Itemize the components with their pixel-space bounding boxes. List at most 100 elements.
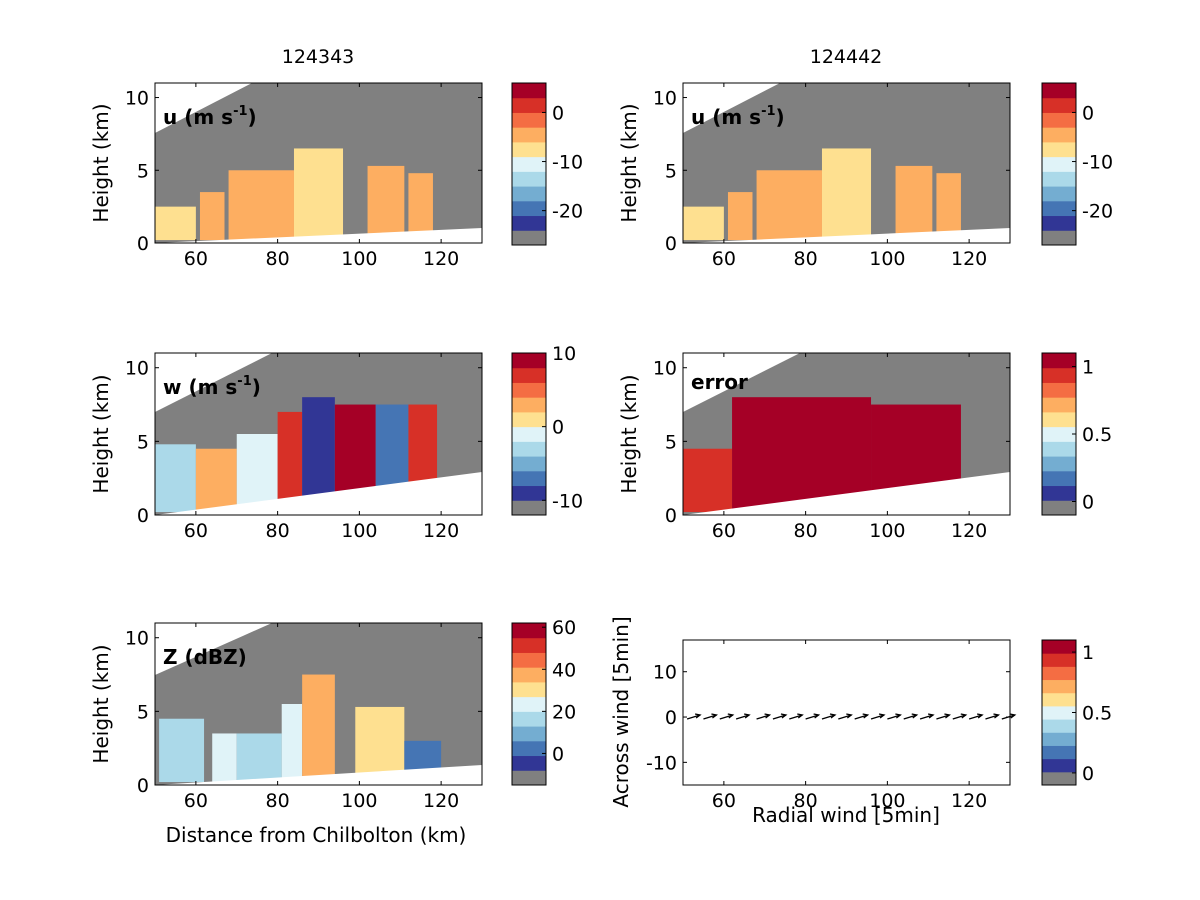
axes-frame	[154, 82, 483, 244]
echo-region	[756, 170, 822, 241]
wind-arrow-head	[764, 713, 772, 719]
echo-region	[155, 206, 196, 241]
wind-arrow	[985, 714, 999, 720]
wind-arrow-head	[927, 713, 935, 719]
colorbar-tick-label: -10	[552, 152, 583, 174]
y-ticks: 0 5 10	[125, 88, 482, 255]
colorbar-swatch	[1042, 679, 1076, 694]
echo-region	[281, 704, 303, 783]
y-tick-label: 10	[125, 88, 149, 110]
x-tick-label: 80	[794, 248, 818, 270]
colorbar-swatch	[512, 200, 546, 217]
x-tick-label: 80	[794, 790, 818, 812]
echo-region	[367, 165, 405, 241]
colorbar-swatch	[512, 141, 546, 158]
colorbar-swatch	[512, 97, 546, 113]
wind-arrow	[805, 714, 819, 720]
y-axis-label: Height (km)	[617, 103, 641, 222]
x-tick-label: 100	[341, 520, 377, 542]
colorbar-tick-label: -20	[552, 201, 583, 223]
colorbar-swatch	[1042, 97, 1076, 113]
echo-region	[936, 173, 961, 241]
x-ticks: 60 80 100 120	[712, 353, 987, 542]
label-close: )	[776, 105, 785, 129]
x-tick-label: 120	[423, 520, 459, 542]
below-ground-area	[683, 472, 1010, 515]
colorbar-tick-label: -10	[552, 490, 583, 512]
colorbar-tick-label: 0	[552, 743, 564, 765]
colorbar-tick-label: 0	[552, 417, 564, 439]
label-main: w (m s	[163, 375, 237, 399]
panel-label: u (m s-1)	[163, 104, 257, 129]
below-ground-area	[155, 228, 482, 243]
colorbar-swatch	[1042, 127, 1076, 143]
wind-arrow-head	[862, 713, 870, 719]
wind-arrow-head	[829, 713, 837, 719]
colorbar-tick-label: 0.5	[1082, 424, 1112, 446]
above-scan-area	[155, 353, 272, 412]
y-tick-label: 0	[665, 707, 677, 729]
wind-arrow	[919, 714, 934, 720]
x-tick-label: 80	[266, 790, 290, 812]
colorbar-swatch	[1042, 500, 1076, 516]
arrow-layer	[686, 713, 1017, 720]
wind-arrow	[854, 714, 868, 720]
x-tick-label: 60	[184, 520, 208, 542]
plot-area	[683, 640, 1010, 785]
colorbar-swatch	[1042, 367, 1076, 383]
wind-arrow	[719, 714, 733, 720]
colorbar-swatch	[512, 186, 546, 202]
above-scan-area	[683, 353, 800, 412]
colorbar-swatch	[512, 681, 546, 698]
axes-frame	[154, 622, 483, 786]
label-close: )	[248, 105, 257, 129]
y-tick-label: 10	[653, 88, 677, 110]
wind-arrow	[838, 714, 852, 720]
x-ticks: 60 80 100 120	[712, 83, 987, 270]
y-ticks: 0 5 10	[653, 88, 1010, 255]
colorbar-swatch	[512, 485, 546, 501]
colorbar-swatch	[1042, 230, 1076, 246]
wind-arrow-head	[711, 713, 718, 719]
axes-frame	[682, 82, 1011, 244]
below-ground-area	[155, 765, 482, 785]
echo-region	[408, 173, 433, 241]
y-tick-label: 0	[665, 505, 677, 527]
wind-arrow	[772, 714, 787, 720]
wind-arrow-head	[976, 713, 984, 719]
colorbar-swatch	[512, 397, 546, 413]
label-main: u (m s	[691, 105, 761, 129]
echo-region	[895, 165, 933, 241]
colorbar-tick-label: -10	[1082, 152, 1113, 174]
y-tick-label: 10	[125, 358, 149, 380]
colorbar-tick-label: 0	[552, 102, 564, 124]
colorbar-swatch	[512, 411, 546, 428]
echo-region	[293, 148, 344, 241]
y-tick-label: 5	[137, 431, 149, 453]
y-tick-label: 5	[665, 160, 677, 182]
wind-arrow-head	[895, 713, 902, 719]
echo-layer	[683, 148, 961, 241]
column-title-left: 124343	[282, 46, 355, 68]
colorbar-swatch	[1042, 745, 1076, 760]
y-axis-label: Across wind [5min]	[609, 616, 633, 807]
above-scan-area	[683, 83, 780, 133]
colorbar-swatch	[1042, 485, 1076, 501]
y-tick-label: 10	[653, 358, 677, 380]
colorbar-frame	[1041, 82, 1077, 246]
panel-u-left: u (m s-1) 60 80 100 120 0 5 10 Height (km) 0 -…	[89, 82, 583, 270]
x-axis-label: Distance from Chilbolton (km)	[166, 823, 467, 847]
colorbar: 0 -10 -20	[511, 82, 583, 246]
panel-label: w (m s-1)	[163, 374, 261, 399]
colorbar: 0 -10 -20	[1041, 82, 1113, 246]
colorbar-tick-label: 1	[1082, 642, 1094, 664]
y-tick-label: 10	[125, 628, 149, 650]
colorbar-swatch	[1042, 353, 1076, 369]
colorbar-swatch	[1042, 771, 1076, 786]
above-scan-area	[155, 83, 252, 133]
echo-region	[195, 448, 237, 513]
axes-frame	[682, 639, 1011, 786]
wind-arrow	[936, 714, 950, 720]
wind-arrow	[703, 714, 717, 720]
